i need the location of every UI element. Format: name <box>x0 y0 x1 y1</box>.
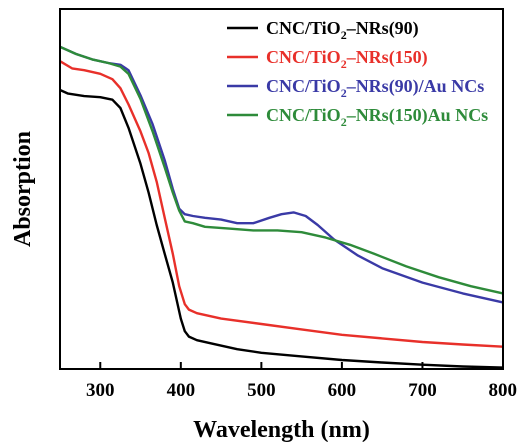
x-tick-label: 500 <box>247 380 276 401</box>
series-line-1 <box>59 60 504 348</box>
series-line-0 <box>59 88 504 369</box>
x-tick-label: 400 <box>167 380 196 401</box>
x-tick-label: 800 <box>489 380 518 401</box>
series-layer <box>59 45 504 369</box>
x-tick-label: 600 <box>328 380 357 401</box>
legend-label-1: CNC/TiO2–NRs(150) <box>266 47 428 71</box>
legend-label-0: CNC/TiO2–NRs(90) <box>266 18 419 42</box>
legend-label-2: CNC/TiO2–NRs(90)/Au NCs <box>266 76 484 100</box>
x-axis-title: Wavelength (nm) <box>193 417 370 442</box>
series-line-3 <box>59 45 504 295</box>
series-line-2 <box>59 45 504 304</box>
y-axis-title: Absorption <box>10 131 36 247</box>
legend: CNC/TiO2–NRs(90) CNC/TiO2–NRs(150) CNC/TiO… <box>227 18 488 129</box>
x-tick-label: 700 <box>408 380 437 401</box>
plot-frame <box>59 8 504 370</box>
x-tick-label: 300 <box>86 380 115 401</box>
legend-label-3: CNC/TiO2–NRs(150)Au NCs <box>266 105 488 129</box>
x-ticks: 300 400 500 600 700 800 <box>86 362 517 401</box>
